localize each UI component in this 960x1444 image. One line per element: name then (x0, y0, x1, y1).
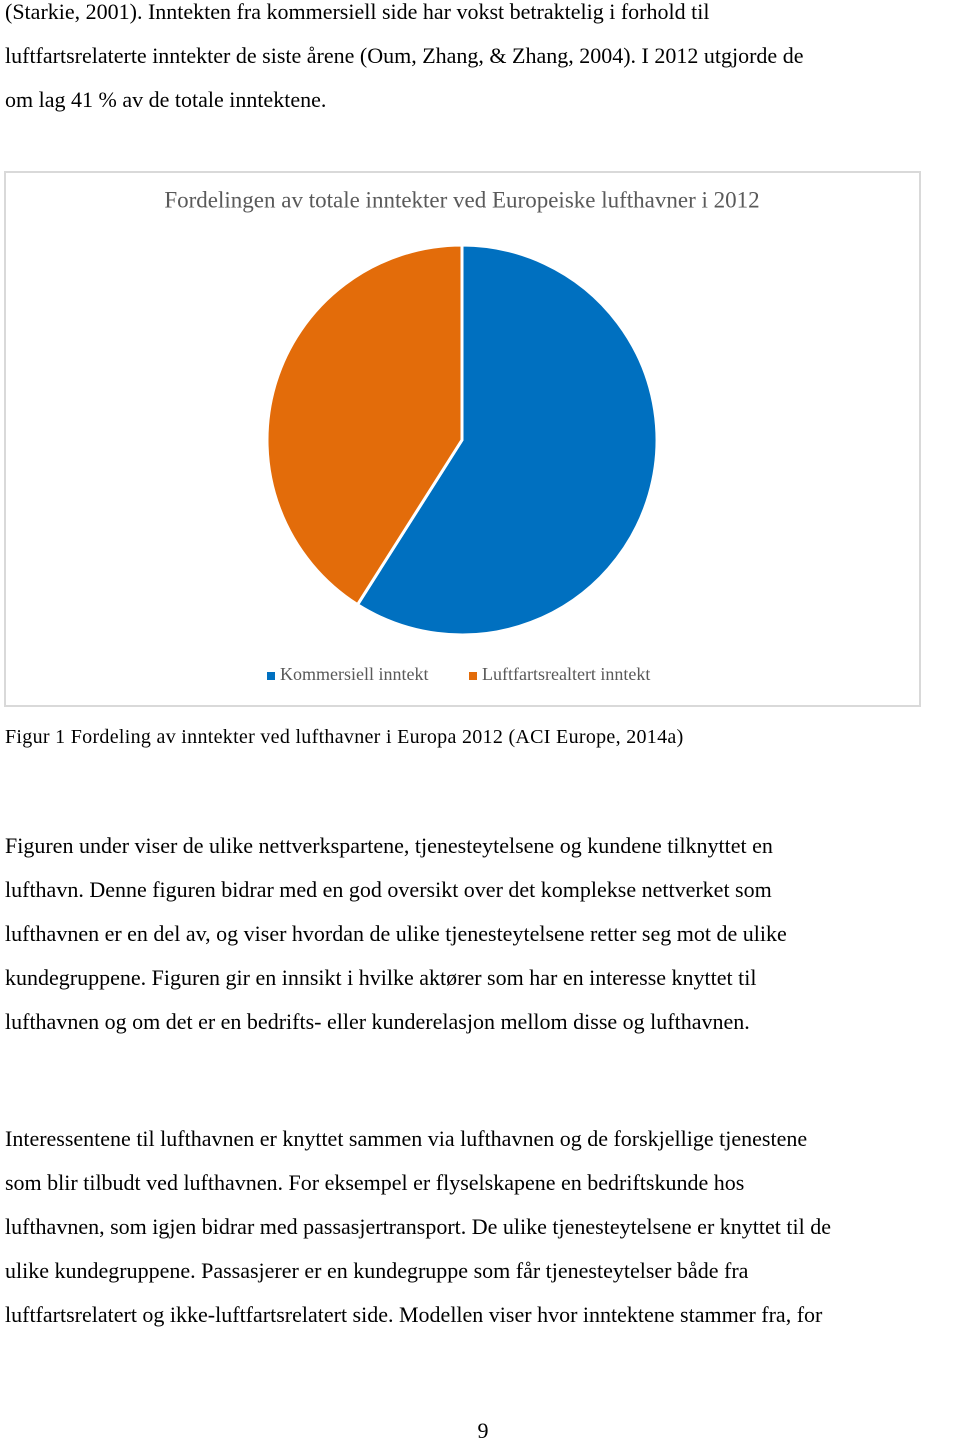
text-line: (Starkie, 2001). Inntekten fra kommersie… (5, 0, 710, 24)
pie-slice (265, 243, 464, 607)
chart: Fordelingen av totale inntekter ved Euro… (4, 171, 921, 707)
text-line: kundegruppene. Figuren gir en innsikt i … (5, 965, 757, 990)
legend-swatch (469, 672, 477, 680)
text-line: lufthavnen, som igjen bidrar med passasj… (5, 1214, 831, 1239)
text-line: lufthavnen er en del av, og viser hvorda… (5, 921, 787, 946)
legend-swatch (267, 672, 275, 680)
text-line: som blir tilbudt ved lufthavnen. For eks… (5, 1170, 745, 1195)
figure-caption: Figur 1 Fordeling av inntekter ved lufth… (5, 726, 684, 748)
legend-label: Luftfartsrealtert inntekt (482, 664, 650, 684)
text-line: luftfartsrelatert og ikke-luftfartsrelat… (5, 1302, 823, 1327)
text-line: om lag 41 % av de totale inntektene. (5, 87, 327, 112)
text-line: lufthavnen og om det er en bedrifts- ell… (5, 1009, 750, 1034)
page-number: 9 (477, 1418, 489, 1443)
chart-title: Fordelingen av totale inntekter ved Euro… (164, 187, 759, 212)
text-line: Interessentene til lufthavnen er knyttet… (5, 1126, 808, 1151)
text-line: Figuren under viser de ulike nettverkspa… (5, 833, 773, 858)
pie-slice (355, 243, 659, 637)
legend-label: Kommersiell inntekt (280, 664, 428, 684)
text-line: ulike kundegruppene. Passasjerer er en k… (5, 1258, 749, 1283)
text-line: lufthavn. Denne figuren bidrar med en go… (5, 877, 772, 902)
text-line: luftfartsrelaterte inntekter de siste år… (5, 43, 804, 68)
